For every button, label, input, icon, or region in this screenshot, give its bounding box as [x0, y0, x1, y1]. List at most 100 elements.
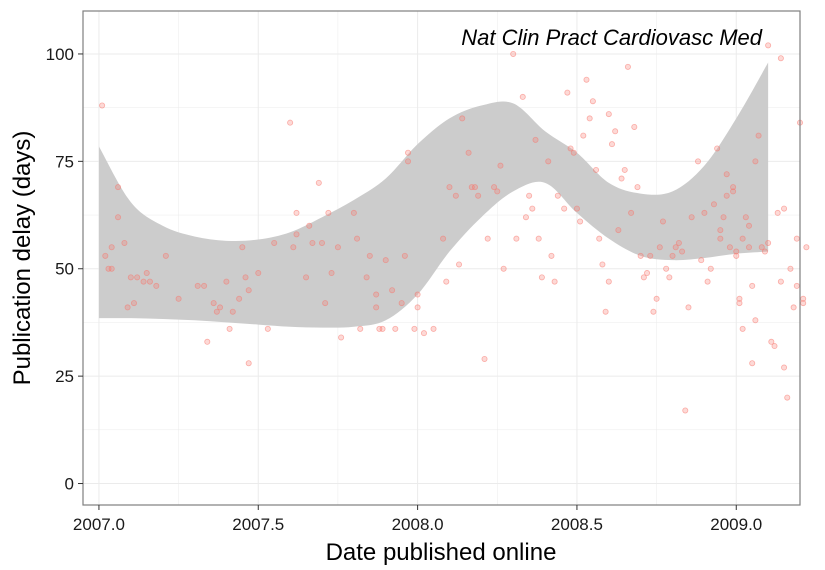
data-point [366, 252, 373, 259]
data-point [777, 278, 784, 285]
data-point [608, 141, 615, 148]
data-point [465, 149, 472, 156]
data-point [682, 407, 689, 414]
data-point [456, 261, 463, 268]
data-point [577, 218, 584, 225]
data-point [446, 184, 453, 191]
data-point [746, 222, 753, 229]
data-point [688, 214, 695, 221]
data-point [605, 278, 612, 285]
data-point [494, 188, 501, 195]
data-point [392, 325, 399, 332]
data-point [162, 252, 169, 259]
data-point [325, 209, 332, 216]
data-point [532, 136, 539, 143]
x-tick-label: 2007.5 [232, 515, 284, 534]
data-point [105, 265, 112, 272]
y-tick-label: 75 [55, 152, 74, 171]
data-point [742, 214, 749, 221]
data-point [229, 308, 236, 315]
data-point [628, 209, 635, 216]
data-point [739, 325, 746, 332]
data-point [376, 325, 383, 332]
data-point [357, 325, 364, 332]
data-point [130, 300, 137, 307]
data-point [414, 304, 421, 311]
data-point [411, 325, 418, 332]
data-point [242, 274, 249, 281]
data-point [771, 343, 778, 350]
data-point [679, 248, 686, 255]
data-point [350, 209, 357, 216]
data-point [551, 278, 558, 285]
data-point [287, 119, 294, 126]
x-tick-label: 2009.0 [710, 515, 762, 534]
data-point [790, 304, 797, 311]
data-point [315, 179, 322, 186]
data-point [334, 244, 341, 251]
data-point [781, 364, 788, 371]
data-point [733, 252, 740, 259]
data-point [529, 205, 536, 212]
data-point [459, 115, 466, 122]
x-tick-label: 2008.5 [551, 515, 603, 534]
data-point [213, 308, 220, 315]
data-point [685, 304, 692, 311]
data-point [596, 235, 603, 242]
data-point [793, 235, 800, 242]
data-point [548, 252, 555, 259]
data-point [124, 304, 131, 311]
data-point [781, 205, 788, 212]
data-point [405, 158, 412, 165]
data-point [236, 295, 243, 302]
data-point [710, 201, 717, 208]
data-point [669, 252, 676, 259]
data-point [108, 244, 115, 251]
data-point [443, 278, 450, 285]
data-point [599, 261, 606, 268]
data-point [322, 300, 329, 307]
data-point [777, 55, 784, 62]
data-point [226, 325, 233, 332]
data-point [108, 265, 115, 272]
data-point [440, 235, 447, 242]
y-axis: 0 25 50 75 100 [46, 45, 83, 494]
data-point [656, 244, 663, 251]
journal-annotation: Nat Clin Pract Cardiovasc Med [461, 25, 763, 50]
points-layer [99, 42, 810, 414]
data-point [306, 222, 313, 229]
data-point [615, 227, 622, 234]
data-point [522, 214, 529, 221]
data-point [497, 162, 504, 169]
data-point [373, 291, 380, 298]
data-point [318, 239, 325, 246]
data-point [420, 330, 427, 337]
data-point [398, 300, 405, 307]
data-point [586, 115, 593, 122]
data-point [752, 317, 759, 324]
x-tick-label: 2008.0 [392, 515, 444, 534]
data-point [739, 235, 746, 242]
y-tick-label: 100 [46, 45, 74, 64]
data-point [580, 132, 587, 139]
data-point [405, 149, 412, 156]
data-point [583, 76, 590, 83]
data-point [389, 287, 396, 294]
data-point [121, 239, 128, 246]
data-point [714, 145, 721, 152]
data-point [765, 42, 772, 49]
data-point [695, 158, 702, 165]
data-point [526, 192, 533, 199]
data-point [239, 244, 246, 251]
data-point [175, 295, 182, 302]
data-point [153, 282, 160, 289]
data-point [134, 274, 141, 281]
data-point [644, 270, 651, 277]
data-point [736, 300, 743, 307]
data-point [761, 248, 768, 255]
data-point [755, 132, 762, 139]
data-point [481, 355, 488, 362]
data-point [717, 227, 724, 234]
data-point [650, 308, 657, 315]
